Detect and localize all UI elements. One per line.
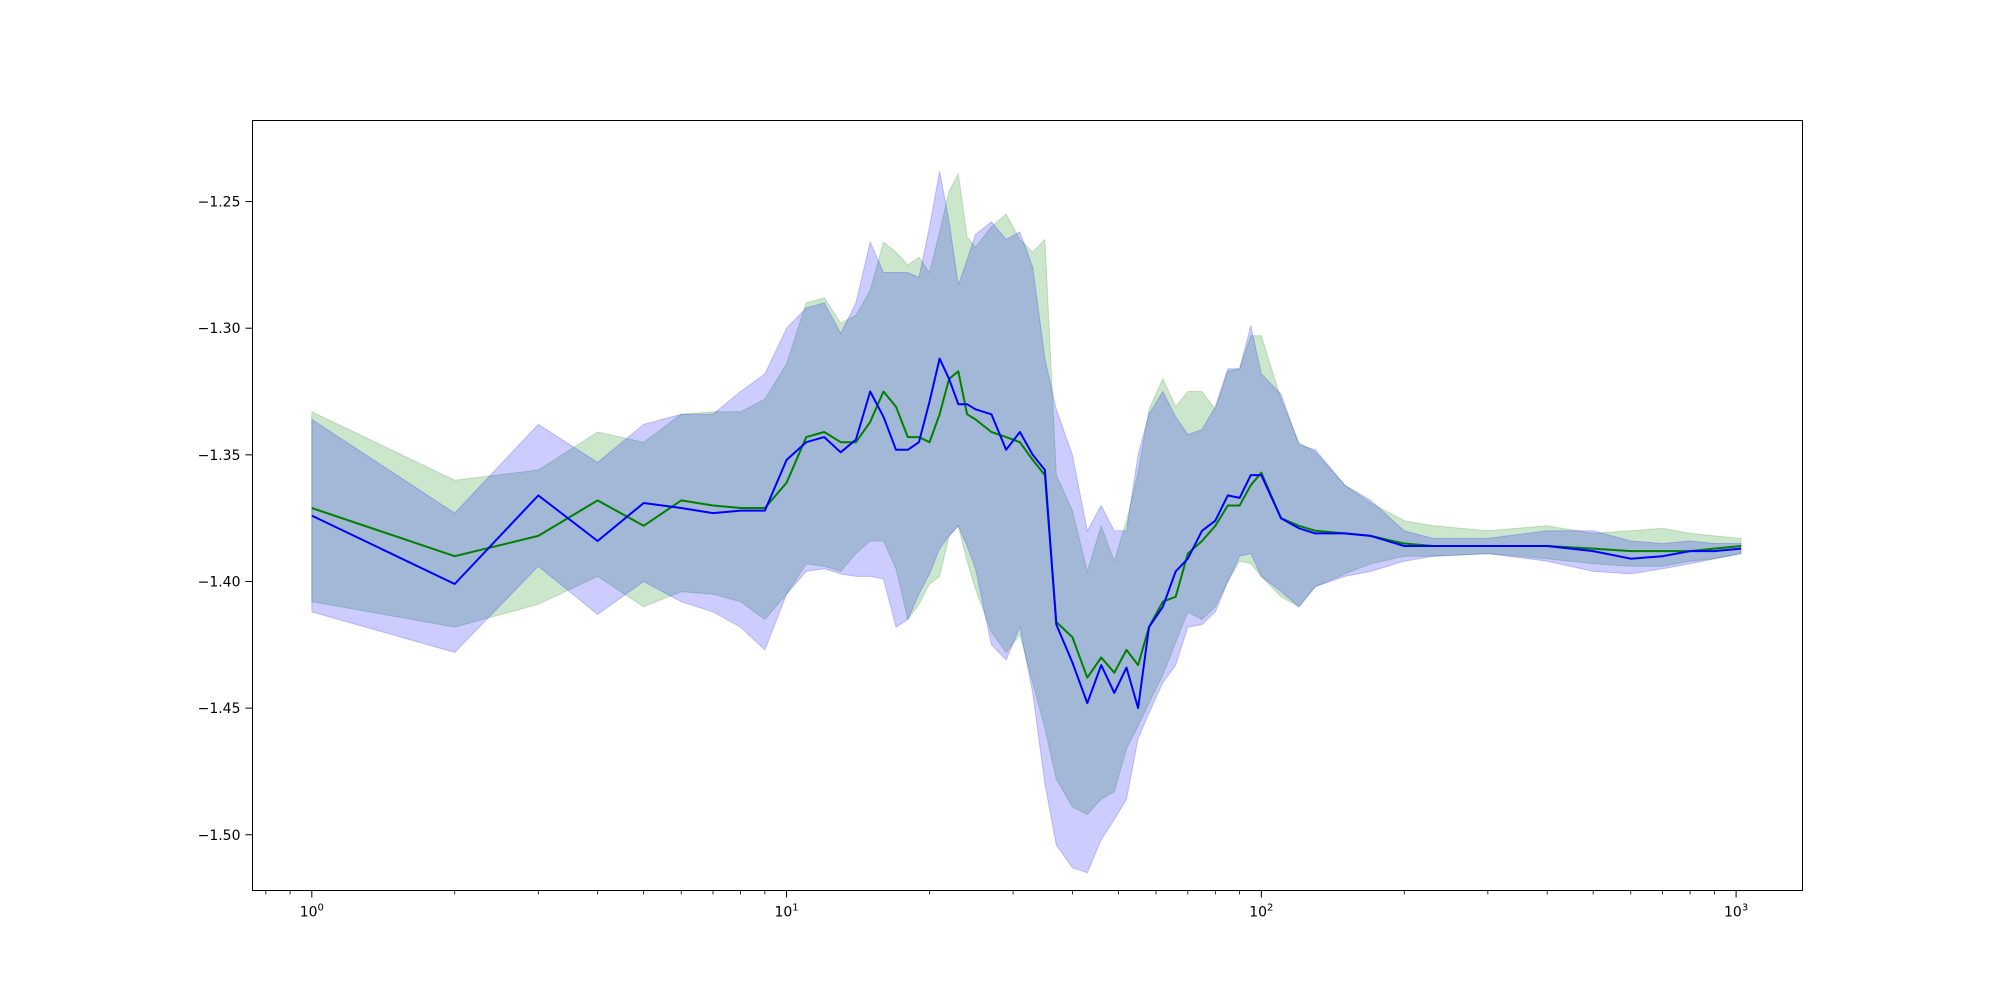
series-1-line bbox=[311, 357, 1742, 710]
y-tick-label: −1.30 bbox=[198, 321, 241, 337]
y-axis: −1.25 −1.30 −1.35 −1.40 −1.45 −1.50 bbox=[198, 195, 253, 844]
y-tick-label: −1.50 bbox=[198, 828, 241, 844]
y-tick-label: −1.25 bbox=[198, 195, 241, 211]
plot-frame bbox=[252, 120, 1803, 891]
series-0-band bbox=[311, 172, 1742, 816]
confidence-bands bbox=[311, 171, 1742, 874]
series-1-band bbox=[311, 171, 1742, 874]
series-lines bbox=[311, 357, 1742, 710]
y-tick-label: −1.40 bbox=[198, 574, 241, 590]
y-tick-label: −1.45 bbox=[198, 701, 241, 717]
x-tick-label: 103 bbox=[1724, 903, 1748, 921]
x-tick-label: 100 bbox=[300, 903, 324, 921]
y-tick-label: −1.35 bbox=[198, 448, 241, 464]
x-tick-label: 101 bbox=[774, 903, 798, 921]
x-axis: 100 101 102 103 bbox=[265, 890, 1748, 921]
x-tick-label: 102 bbox=[1249, 903, 1273, 921]
